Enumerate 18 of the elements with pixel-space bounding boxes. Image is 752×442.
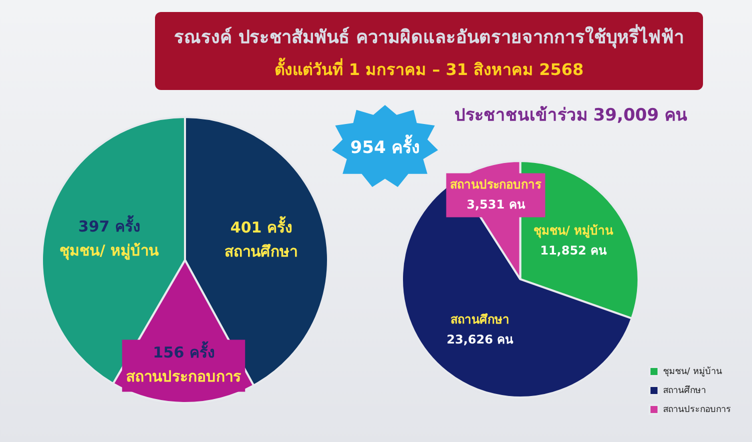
chart-title: ประชาชนเข้าร่วม 39,009 คน [454,106,688,126]
slice-label: ชุมชน/ หมู่บ้าน [534,224,614,239]
data-label: 156 ครั้ง [152,340,214,362]
slice-label: ชุมชน/ หมู่บ้าน [60,241,160,260]
slice-label: สถานประกอบการ [126,368,242,386]
data-label: 11,852 คน [540,244,608,258]
legend-label: สถานประกอบการ [663,404,731,415]
text: ตั้งแต่วันที่ 1 มกราคม – 31 สิงหาคม 2568 [273,57,585,81]
data-label: 3,531 คน [466,197,526,212]
legend-label: สถานศึกษา [663,384,706,396]
data-label: 23,626 คน [446,332,514,346]
text: รณรงค์ ประชาสัมพันธ์ ความผิดและอันตรายจากการใช้บุหรี่ไฟฟ้า [173,23,685,50]
data-label: 397 ครั้ง [78,214,140,236]
slice-label: สถานประกอบการ [450,177,542,192]
slice-label: สถานศึกษา [450,312,510,326]
slice-label: สถานศึกษา [224,242,298,260]
data-label: 401 ครั้ง [230,215,292,236]
legend-label: ชุมชน/ หมู่บ้าน [663,366,722,377]
